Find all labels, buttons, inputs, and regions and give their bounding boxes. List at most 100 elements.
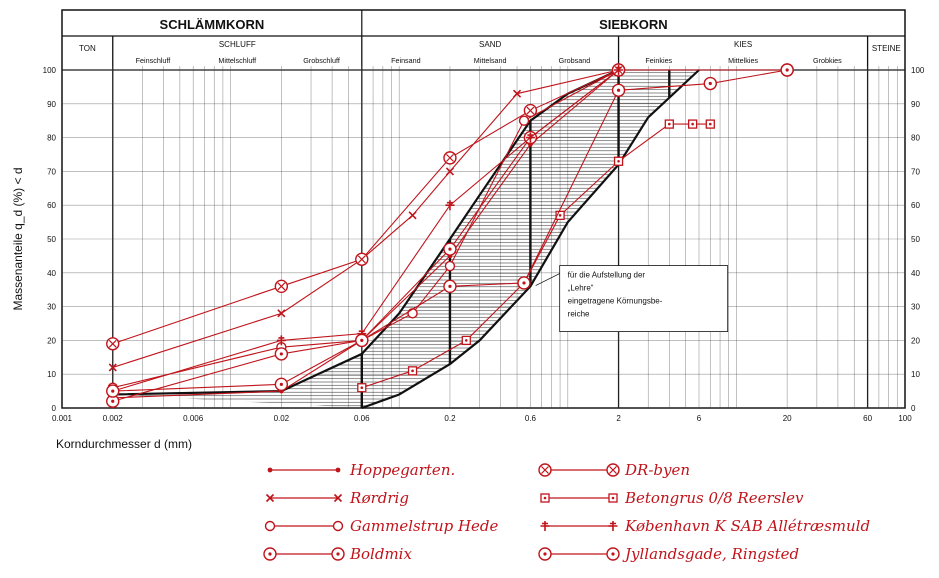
header-top-label: SIEBKORN: [599, 17, 668, 32]
x-tick-label: 60: [863, 414, 872, 423]
x-tick-label: 0.6: [525, 414, 537, 423]
marker-ring-dot-center: [279, 382, 283, 386]
x-tick-label: 2: [616, 414, 621, 423]
marker-xcircle-x: [526, 106, 535, 115]
header-subclass-label: Feinschluff: [136, 56, 171, 65]
data-point: [274, 279, 289, 294]
header-subclass-label: Mittelschluff: [218, 56, 256, 65]
marker-dot: [267, 467, 273, 473]
y-tick-label: 100: [43, 66, 57, 75]
marker-ring-dot-center: [708, 81, 712, 86]
marker-square-center: [708, 122, 712, 126]
data-point: [687, 119, 698, 129]
data-point: [705, 119, 715, 129]
grading-band-area: [112, 70, 699, 408]
marker-square-center: [617, 159, 620, 163]
y2-tick-label: 30: [911, 303, 920, 312]
x-tick-label: 0.02: [274, 414, 290, 423]
data-point: [445, 200, 455, 211]
marker-xcircle-x: [541, 466, 549, 474]
data-point: [106, 337, 120, 351]
legend-item: Boldmix: [263, 545, 412, 563]
legend-item: Rørdrig: [265, 489, 409, 507]
marker-cross: [265, 493, 275, 503]
data-point: [555, 210, 565, 220]
data-point: [274, 347, 289, 361]
legend-label: Hoppegarten.: [349, 461, 455, 479]
marker-xcircle-x: [357, 255, 366, 264]
marker-ring: [264, 520, 276, 532]
legend-label: Boldmix: [349, 545, 412, 563]
header-top-label: SCHLÄMMKORN: [160, 17, 265, 32]
data-point: [780, 63, 794, 77]
y2-tick-label: 90: [911, 100, 920, 109]
header-subclass-label: Grobschluff: [303, 56, 340, 65]
x-axis-title: Korndurchmesser d (mm): [56, 437, 192, 451]
y-tick-label: 0: [52, 404, 57, 413]
legend-label: Betongrus 0/8 Reerslev: [624, 489, 804, 507]
marker-cross: [445, 167, 455, 176]
annotation-leader: [535, 273, 560, 286]
marker-cross: [408, 211, 417, 220]
data-point: [443, 242, 457, 256]
x-tick-label: 6: [697, 414, 702, 423]
marker-ring-dot-center: [360, 338, 364, 342]
data-point: [408, 211, 417, 220]
marker-cross: [333, 493, 343, 503]
marker-plus: [445, 200, 455, 211]
marker-ring-dot-center: [611, 552, 615, 556]
header-subclass-label: Feinkies: [645, 56, 672, 65]
series-7: [106, 63, 794, 398]
marker-cross: [512, 89, 522, 98]
data-point: [445, 167, 455, 176]
header-class-label: KIES: [734, 40, 752, 49]
data-point: [444, 260, 456, 272]
marker-dot: [335, 467, 341, 473]
x-tick-label: 0.001: [52, 414, 73, 423]
legend-item: København K SAB Allétræsmuld: [540, 517, 870, 535]
data-point: [611, 83, 626, 97]
legend-label: Gammelstrup Hede: [350, 517, 499, 535]
legend-item: Betongrus 0/8 Reerslev: [540, 489, 804, 507]
data-point: [518, 115, 530, 126]
marker-ring-dot-center: [268, 552, 272, 556]
y2-tick-label: 100: [911, 66, 925, 75]
legend-item: DR-byen: [538, 461, 690, 479]
legend-item: Hoppegarten.: [267, 461, 455, 479]
marker-square-center: [543, 496, 547, 500]
x-tick-label: 0.006: [183, 414, 204, 423]
x-tick-label: 0.002: [103, 414, 124, 423]
annotation-text: eingetragene Körnungsbe-: [568, 297, 663, 306]
marker-ring-dot-center: [279, 352, 283, 356]
data-point: [355, 252, 369, 266]
marker-square-center: [360, 386, 364, 390]
y-tick-label: 80: [47, 134, 56, 143]
marker-plus: [614, 65, 624, 75]
marker-ring-dot-center: [336, 552, 340, 556]
data-point: [517, 276, 531, 290]
data-point: [277, 309, 286, 318]
y2-tick-label: 50: [911, 235, 920, 244]
legend-item: Jyllandsgade, Ringsted: [538, 545, 799, 563]
marker-square-center: [611, 496, 615, 500]
series-line: [112, 69, 619, 399]
marker-square-center: [558, 214, 562, 217]
data-point: [357, 383, 367, 393]
y-tick-label: 90: [47, 100, 56, 109]
y2-tick-label: 70: [911, 167, 920, 176]
y-tick-label: 70: [47, 167, 56, 176]
data-point: [461, 335, 471, 346]
data-point: [523, 103, 538, 118]
marker-square-center: [668, 122, 671, 126]
marker-plus: [608, 521, 618, 531]
y2-tick-label: 40: [911, 269, 920, 278]
marker-cross: [277, 309, 286, 318]
marker-ring: [332, 520, 344, 532]
data-point: [703, 76, 717, 91]
marker-plus: [525, 132, 535, 143]
x-tick-label: 0.06: [354, 414, 370, 423]
data-point: [613, 156, 624, 166]
data-point: [443, 279, 457, 294]
legend-label: DR-byen: [624, 461, 690, 479]
